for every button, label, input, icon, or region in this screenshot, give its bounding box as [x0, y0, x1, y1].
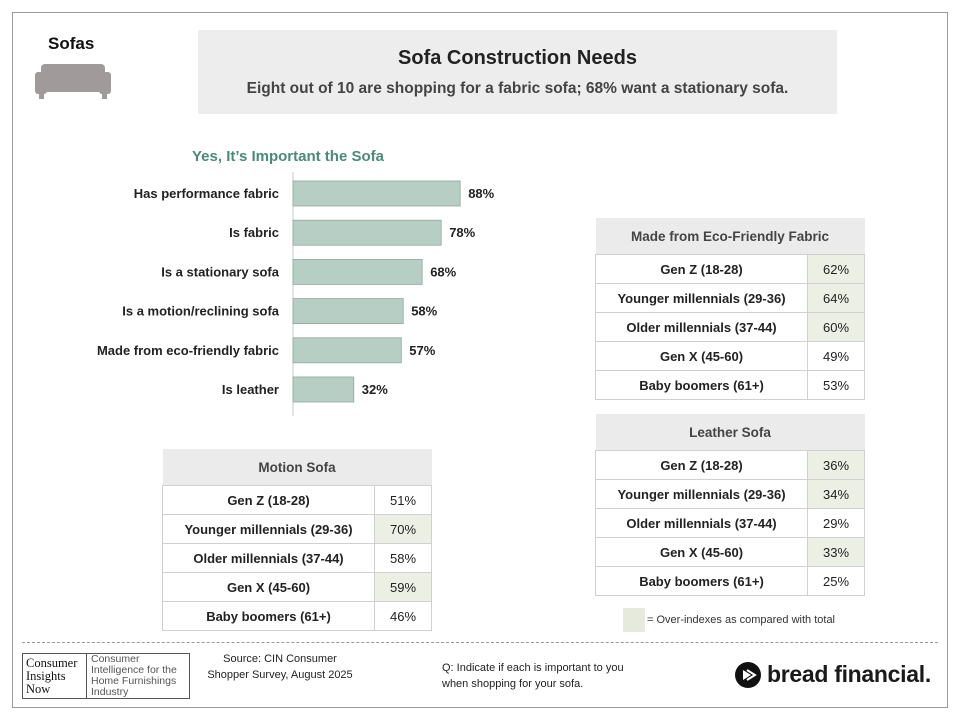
legend-text: = Over-indexes as compared with total	[647, 614, 836, 626]
bar	[292, 219, 442, 246]
segment-value: 46%	[374, 601, 432, 631]
logo-line-3: Now	[26, 682, 51, 696]
value-label: 58%	[411, 304, 437, 319]
bar-chart: Has performance fabric 88% Is fabric 78% Is …	[97, 172, 495, 417]
category-label: Is leather	[222, 382, 279, 397]
cin-logo-tagline: Consumer Intelligence for the Home Furni…	[91, 653, 177, 698]
segment-value: 49%	[807, 341, 865, 371]
segment-value: 59%	[374, 572, 432, 602]
segment-value: 53%	[807, 370, 865, 400]
segment-value: 60%	[807, 312, 865, 342]
table-row: Younger millennials (29-36) 70%	[162, 514, 432, 544]
table-row: Older millennials (37-44) 58%	[162, 543, 432, 573]
table-title: Leather Sofa	[595, 414, 865, 451]
table-row: Gen X (45-60) 59%	[162, 572, 432, 602]
table-row: Gen Z (18-28) 62%	[595, 254, 865, 284]
table-row: Gen X (45-60) 49%	[595, 341, 865, 371]
section-label: Sofas	[48, 34, 95, 53]
segment-value: 58%	[374, 543, 432, 573]
question-note: Q: Indicate if each is important to you …	[442, 662, 624, 690]
bar	[292, 180, 461, 207]
logo-line-2: Insights	[26, 669, 66, 683]
category-label: Has performance fabric	[134, 186, 279, 201]
title-box: Sofa Construction Needs Eight out of 10 …	[198, 30, 837, 114]
bar	[292, 337, 402, 364]
chart-title: Yes, It’s Important the Sofa	[192, 148, 384, 165]
segment-value: 33%	[807, 537, 865, 567]
table-row: Older millennials (37-44) 29%	[595, 508, 865, 538]
value-label: 32%	[362, 382, 388, 397]
bread-logo-icon	[735, 661, 761, 688]
table-row: Younger millennials (29-36) 34%	[595, 479, 865, 509]
segment-value: 51%	[374, 485, 432, 515]
source-note: Source: CIN Consumer Shopper Survey, Aug…	[207, 653, 353, 681]
legend: = Over-indexes as compared with total	[623, 608, 835, 632]
segment-label: Baby boomers (61+)	[595, 370, 808, 400]
segment-label: Gen X (45-60)	[595, 341, 808, 371]
segment-label: Gen Z (18-28)	[595, 254, 808, 284]
category-label: Is fabric	[229, 225, 279, 240]
bar	[292, 259, 423, 285]
eco-fabric-table: Made from Eco-Friendly Fabric Gen Z (18-2…	[595, 218, 865, 400]
segment-label: Gen X (45-60)	[162, 572, 375, 602]
value-label: 68%	[430, 264, 456, 279]
category-label: Is a stationary sofa	[161, 264, 280, 279]
category-label: Made from eco-friendly fabric	[97, 343, 279, 358]
value-label: 57%	[409, 343, 435, 358]
value-label: 88%	[468, 186, 494, 201]
table-row: Gen X (45-60) 33%	[595, 537, 865, 567]
segment-label: Gen X (45-60)	[595, 537, 808, 567]
segment-value: 64%	[807, 283, 865, 313]
segment-label: Older millennials (37-44)	[162, 543, 375, 573]
segment-value: 62%	[807, 254, 865, 284]
table-title: Motion Sofa	[162, 449, 432, 486]
segment-label: Younger millennials (29-36)	[162, 514, 375, 544]
table-row: Baby boomers (61+) 46%	[162, 601, 432, 631]
page-subtitle: Eight out of 10 are shopping for a fabri…	[246, 80, 789, 97]
segment-value: 34%	[807, 479, 865, 509]
table-title: Made from Eco-Friendly Fabric	[595, 218, 865, 255]
bar	[292, 376, 355, 403]
segment-value: 25%	[807, 566, 865, 596]
table-row: Gen Z (18-28) 51%	[162, 485, 432, 515]
segment-label: Gen Z (18-28)	[162, 485, 375, 515]
bar	[292, 298, 404, 325]
brand-name: bread financial.	[767, 661, 931, 687]
segment-label: Younger millennials (29-36)	[595, 479, 808, 509]
value-label: 78%	[449, 225, 475, 240]
table-row: Gen Z (18-28) 36%	[595, 450, 865, 480]
segment-value: 29%	[807, 508, 865, 538]
segment-label: Older millennials (37-44)	[595, 312, 808, 342]
logo-line-1: Consumer	[26, 656, 78, 670]
table-row: Baby boomers (61+) 53%	[595, 370, 865, 400]
table-row: Younger millennials (29-36) 64%	[595, 283, 865, 313]
segment-label: Baby boomers (61+)	[162, 601, 375, 631]
cin-logo-wordmark: Consumer Insights Now	[23, 654, 87, 698]
cin-logo: Consumer Insights Now Consumer Intellige…	[22, 653, 190, 699]
segment-value: 36%	[807, 450, 865, 480]
footer-divider	[22, 642, 938, 643]
category-label: Is a motion/reclining sofa	[122, 304, 280, 319]
page-title: Sofa Construction Needs	[398, 47, 637, 69]
brand-logo: bread financial.	[735, 661, 931, 688]
table-row: Older millennials (37-44) 60%	[595, 312, 865, 342]
table-row: Baby boomers (61+) 25%	[595, 566, 865, 596]
motion-sofa-table: Motion Sofa Gen Z (18-28) 51% Younger mille…	[162, 449, 432, 631]
legend-swatch	[623, 608, 645, 632]
segment-label: Gen Z (18-28)	[595, 450, 808, 480]
segment-label: Baby boomers (61+)	[595, 566, 808, 596]
segment-label: Younger millennials (29-36)	[595, 283, 808, 313]
sofa-icon	[35, 64, 111, 99]
leather-sofa-table: Leather Sofa Gen Z (18-28) 36% Younger mill…	[595, 414, 865, 596]
segment-value: 70%	[374, 514, 432, 544]
segment-label: Older millennials (37-44)	[595, 508, 808, 538]
